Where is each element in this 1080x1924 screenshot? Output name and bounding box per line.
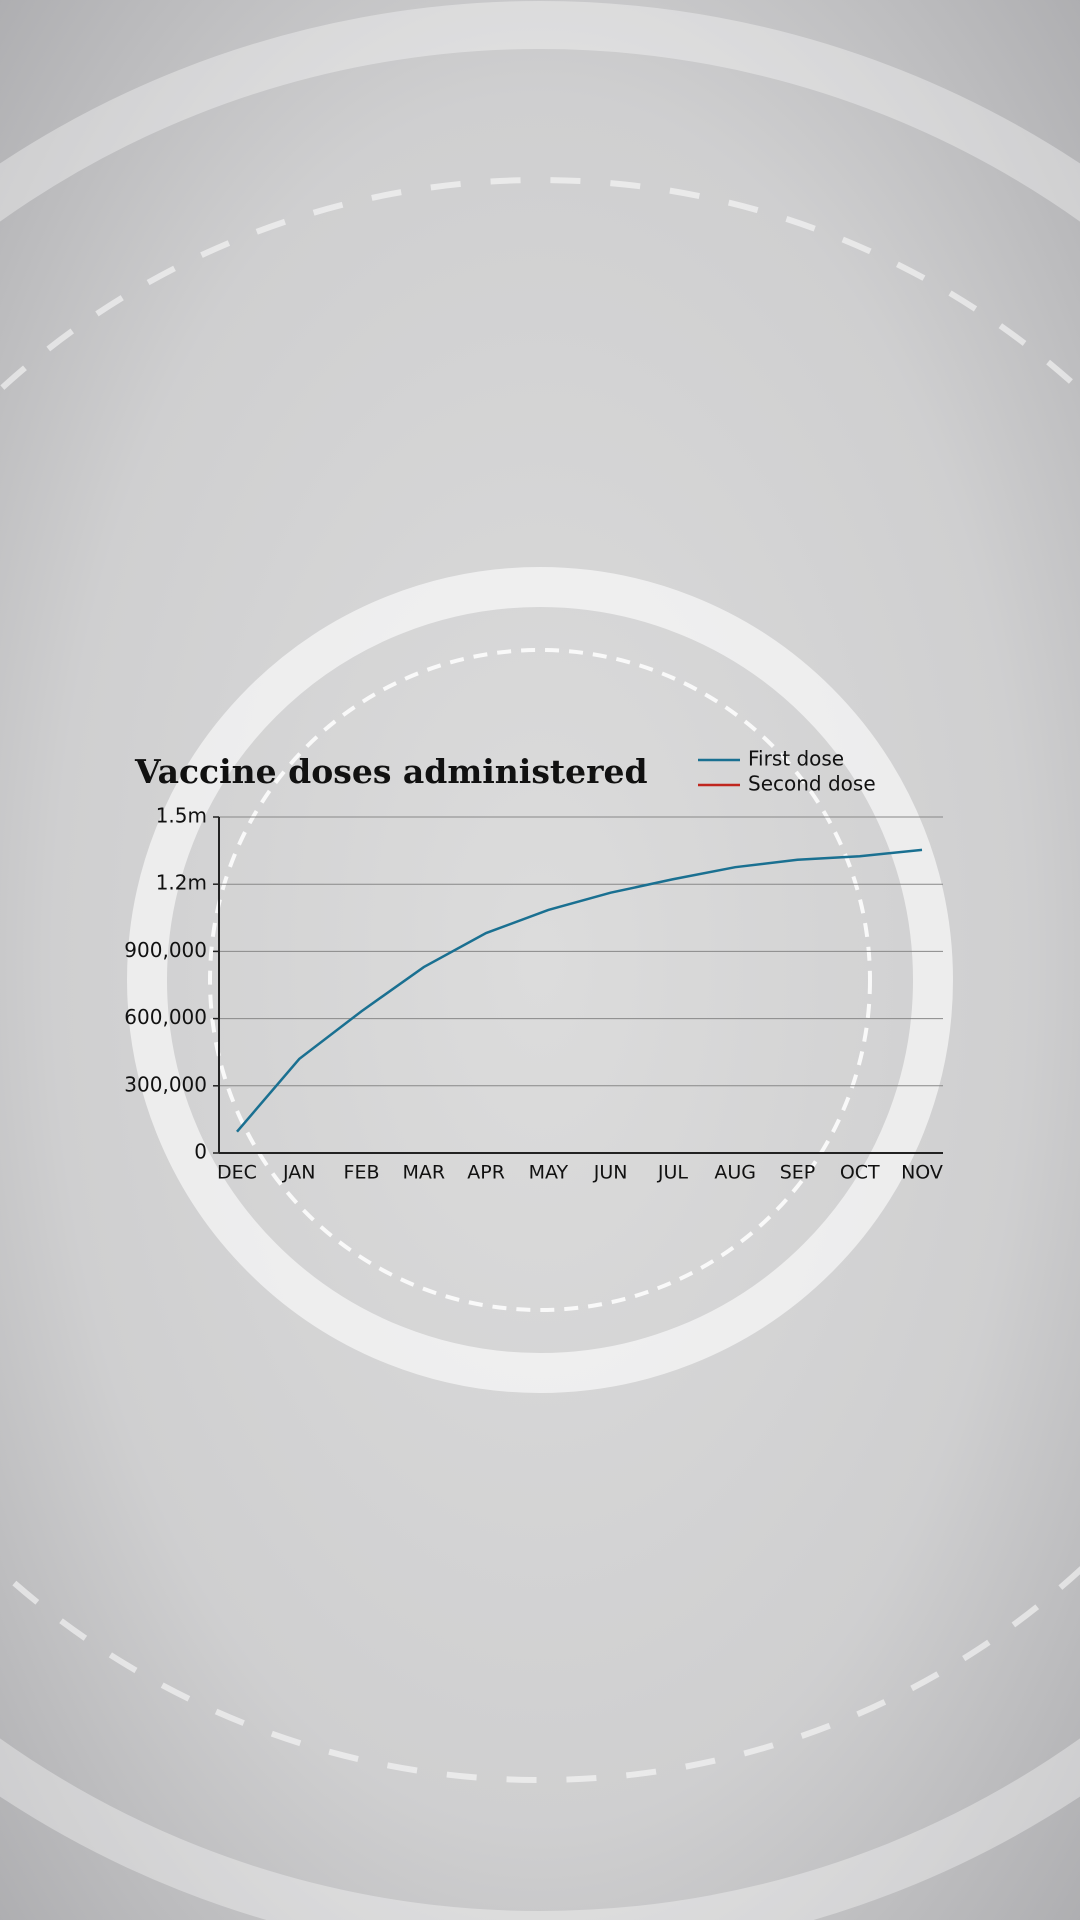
chart-title: Vaccine doses administered xyxy=(134,752,648,791)
inner-dashed-ring xyxy=(208,648,872,1312)
y-tick-label: 1.2m xyxy=(156,871,207,895)
x-tick-label: FEB xyxy=(344,1162,380,1184)
x-tick-label: DEC xyxy=(217,1162,257,1184)
x-tick-label: NOV xyxy=(901,1162,943,1184)
x-tick-label: MAY xyxy=(529,1162,569,1184)
x-tick-label: OCT xyxy=(840,1162,880,1184)
data-line xyxy=(236,848,923,1133)
x-tick-label: MAR xyxy=(403,1162,446,1184)
x-tick-label: SEP xyxy=(780,1162,816,1184)
x-tick-label: JUL xyxy=(657,1162,689,1184)
y-tick-label: 900,000 xyxy=(124,938,207,962)
y-tick-label: 1.5m xyxy=(156,804,207,828)
x-tick-label: JAN xyxy=(282,1162,315,1184)
y-tick-label: 300,000 xyxy=(124,1072,207,1096)
x-tick-label: AUG xyxy=(714,1162,756,1184)
legend-label: Second dose xyxy=(748,772,876,796)
legend-label: First dose xyxy=(748,747,844,771)
inner-ring xyxy=(127,567,953,1393)
y-tick-label: 0 xyxy=(194,1140,207,1164)
x-tick-label: APR xyxy=(467,1162,505,1184)
x-tick-label: JUN xyxy=(593,1162,628,1184)
y-tick-label: 600,000 xyxy=(124,1005,207,1029)
